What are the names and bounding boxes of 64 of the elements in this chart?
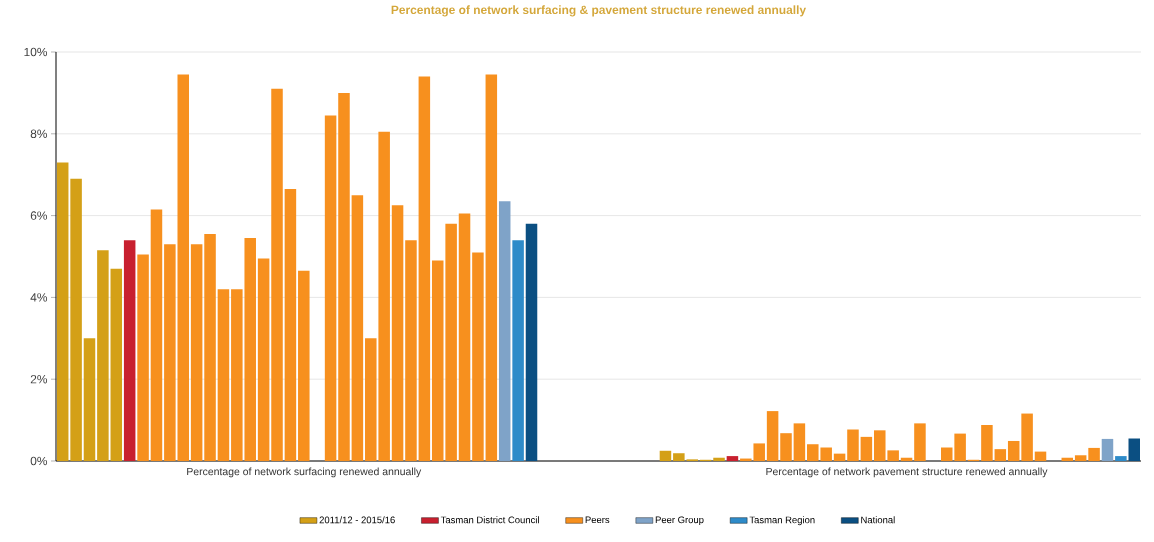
bar [981,425,993,461]
legend-label: National [861,516,895,524]
bar [1007,440,1020,461]
bar [324,115,337,461]
bar [1101,438,1114,461]
legend-label: Tasman District Council [440,516,539,524]
chart-title: Percentage of network surfacing & pavement structure renewed annually [391,5,806,17]
y-tick-label: 8% [30,129,48,139]
bar [525,223,538,461]
bar [257,258,270,461]
bar [204,234,216,461]
bar [498,201,511,461]
bar [418,76,431,461]
bar [405,240,417,461]
bar [954,433,966,461]
legend-label: Peers [585,516,610,524]
y-tick-label: 10% [24,47,48,57]
bar [97,250,109,461]
bar [512,240,524,461]
bar [123,240,136,461]
bar [298,270,310,461]
bar [780,433,792,461]
bar [110,268,123,461]
bar [338,92,350,461]
bar [284,189,297,461]
bar [271,88,283,461]
bar [914,423,926,461]
bar [1115,456,1127,461]
bar [1128,438,1141,461]
bar [833,453,846,461]
bar [485,74,498,461]
legend-label: 2011/12 - 2015/16 [319,516,395,524]
bar [351,195,364,461]
y-tick-label: 2% [30,374,48,384]
bar [137,254,149,461]
bar [847,429,859,461]
bar [766,411,779,461]
bar [83,338,96,461]
legend-label: Peer Group [655,516,704,526]
bar [1088,447,1100,461]
bar [940,447,953,461]
y-tick-label: 6% [30,211,48,220]
bar [150,209,163,461]
bar [860,436,873,461]
bar [217,289,230,461]
bar [472,252,484,461]
bar [56,162,69,461]
bar [458,213,471,461]
bar [659,450,672,461]
bar [793,423,806,461]
bar [994,449,1007,461]
y-tick-label: 4% [30,293,48,302]
bar [391,205,404,461]
legend-label: Tasman Region [749,516,815,526]
bar [1074,455,1087,461]
bar [713,457,725,461]
bar [1034,451,1047,461]
x-tick-label: Percentage of network pavement structure renewed annually [766,467,1048,478]
bar [190,244,203,461]
bar [70,178,82,461]
y-tick-label: 0% [30,456,48,466]
bar [1021,413,1033,461]
bar [726,456,739,461]
x-tick-label: Percentage of network surfacing renewed annually [187,467,422,478]
